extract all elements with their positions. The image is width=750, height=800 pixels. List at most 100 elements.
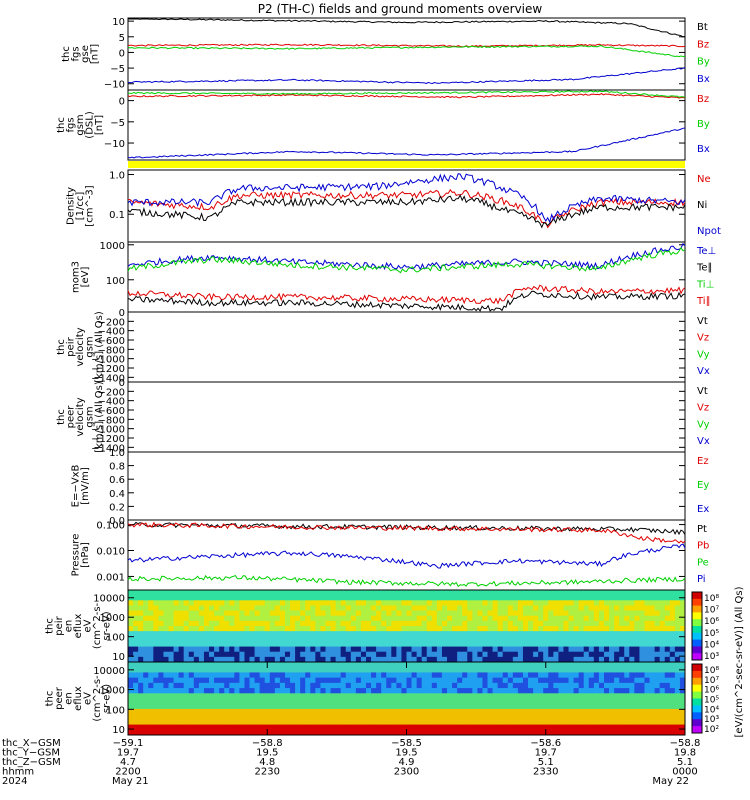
spectrogram-cell bbox=[188, 703, 195, 710]
spectrogram-cell bbox=[290, 667, 296, 673]
spectrogram-cell bbox=[664, 714, 671, 720]
spectrogram-cell bbox=[624, 662, 630, 668]
spectrogram-cell bbox=[158, 641, 164, 647]
spectrogram-cell bbox=[492, 688, 499, 694]
spectrogram-cell bbox=[279, 651, 286, 658]
spectrogram-cell bbox=[254, 636, 261, 642]
spectrogram-cell bbox=[548, 677, 554, 684]
spectrogram-cell bbox=[644, 636, 650, 642]
colorbar-tick-label: 10³ bbox=[704, 715, 719, 725]
spectrogram-cell bbox=[502, 708, 509, 715]
spectrogram-cell bbox=[365, 620, 372, 627]
spectrogram-cell bbox=[355, 662, 362, 668]
spectrogram-cell bbox=[386, 729, 392, 736]
spectrogram-cell bbox=[674, 729, 681, 736]
spectrogram-cell bbox=[381, 724, 387, 731]
spectrogram-cell bbox=[168, 656, 174, 663]
spectrogram-cell bbox=[188, 636, 195, 642]
spectrogram-cell bbox=[219, 672, 225, 679]
spectrogram-cell bbox=[310, 656, 316, 663]
spectrogram-cell bbox=[355, 626, 362, 632]
x-axis-row-label: hhmm bbox=[2, 767, 34, 778]
spectrogram-cell bbox=[138, 631, 144, 637]
spectrogram-cell bbox=[325, 729, 331, 736]
spectrogram-cell bbox=[295, 724, 301, 731]
colorbar-segment bbox=[692, 691, 702, 699]
spectrogram-cell bbox=[203, 590, 210, 596]
series-line-Ni bbox=[127, 194, 686, 229]
spectrogram-cell bbox=[214, 662, 220, 668]
spectrogram-cell bbox=[441, 631, 448, 637]
spectrogram-cell bbox=[603, 672, 610, 679]
spectrogram-cell bbox=[153, 631, 159, 637]
spectrogram-cell bbox=[214, 703, 220, 710]
spectrogram-cell bbox=[158, 605, 164, 611]
spectrogram-cell bbox=[193, 600, 200, 606]
spectrogram-cell bbox=[224, 646, 230, 653]
spectrogram-cell bbox=[259, 595, 266, 601]
spectrogram-cell bbox=[619, 729, 625, 736]
spectrogram-cell bbox=[371, 626, 377, 632]
spectrogram-cell bbox=[133, 620, 139, 627]
spectrogram-cell bbox=[614, 698, 620, 705]
spectrogram-cell bbox=[578, 641, 585, 647]
colorbar-tick-label: 10⁴ bbox=[704, 705, 719, 715]
spectrogram-cell bbox=[193, 610, 200, 617]
spectrogram-cell bbox=[573, 600, 580, 606]
spectrogram-cell bbox=[209, 693, 215, 699]
spectrogram-cell bbox=[183, 641, 190, 647]
spectrogram-cell bbox=[558, 662, 564, 668]
spectrogram-cell bbox=[178, 724, 185, 731]
spectrogram-cell bbox=[229, 610, 235, 617]
spectrogram-cell bbox=[193, 615, 200, 622]
spectrogram-cell bbox=[188, 641, 195, 647]
spectrogram-cell bbox=[472, 620, 478, 627]
spectrogram-cell bbox=[310, 703, 316, 710]
spectrogram-cell bbox=[583, 620, 590, 627]
colorbar-label: [eV/(cm^2-sec-sr-eV)] (All Qs) bbox=[734, 586, 745, 737]
spectrogram-cell bbox=[406, 719, 412, 725]
spectrogram-cell bbox=[239, 672, 245, 679]
y-tick-label: −5 bbox=[110, 118, 125, 129]
spectrogram-cell bbox=[279, 626, 286, 632]
spectrogram-cell bbox=[234, 688, 240, 694]
spectrogram-cell bbox=[290, 714, 296, 720]
spectrogram-cell bbox=[467, 646, 473, 653]
spectrogram-cell bbox=[209, 662, 215, 668]
spectrogram-cell bbox=[634, 662, 640, 668]
spectrogram-cell bbox=[391, 729, 397, 736]
spectrogram-cell bbox=[654, 677, 661, 684]
spectrogram-cell bbox=[447, 672, 453, 679]
spectrogram-cell bbox=[543, 693, 549, 699]
spectrogram-cell bbox=[168, 729, 174, 736]
spectrogram-cell bbox=[315, 677, 321, 684]
spectrogram-cell bbox=[310, 682, 316, 689]
spectrogram-cell bbox=[284, 636, 291, 642]
spectrogram-cell bbox=[634, 641, 640, 647]
spectrogram-cell bbox=[259, 600, 266, 606]
spectrogram-cell bbox=[381, 651, 387, 658]
spectrogram-cell bbox=[325, 672, 331, 679]
spectrogram-cell bbox=[153, 620, 159, 627]
spectrogram-cell bbox=[198, 719, 205, 725]
spectrogram-cell bbox=[229, 615, 235, 622]
spectrogram-cell bbox=[320, 636, 326, 642]
spectrogram-cell bbox=[279, 662, 286, 668]
spectrogram-cell bbox=[477, 662, 483, 668]
spectrogram-cell bbox=[573, 688, 580, 694]
spectrogram-cell bbox=[320, 672, 326, 679]
spectrogram-cell bbox=[482, 714, 488, 720]
spectrogram-cell bbox=[674, 719, 681, 725]
spectrogram-cell bbox=[365, 590, 372, 596]
spectrogram-cell bbox=[502, 626, 509, 632]
spectrogram-cell bbox=[365, 672, 372, 679]
spectrogram-cell bbox=[350, 656, 357, 663]
spectrogram-cell bbox=[603, 595, 610, 601]
spectrogram-cell bbox=[502, 615, 509, 622]
spectrogram-cell bbox=[244, 729, 250, 736]
spectrogram-cell bbox=[183, 646, 190, 653]
spectrogram-cell bbox=[406, 693, 412, 699]
spectrogram-cell bbox=[214, 682, 220, 689]
